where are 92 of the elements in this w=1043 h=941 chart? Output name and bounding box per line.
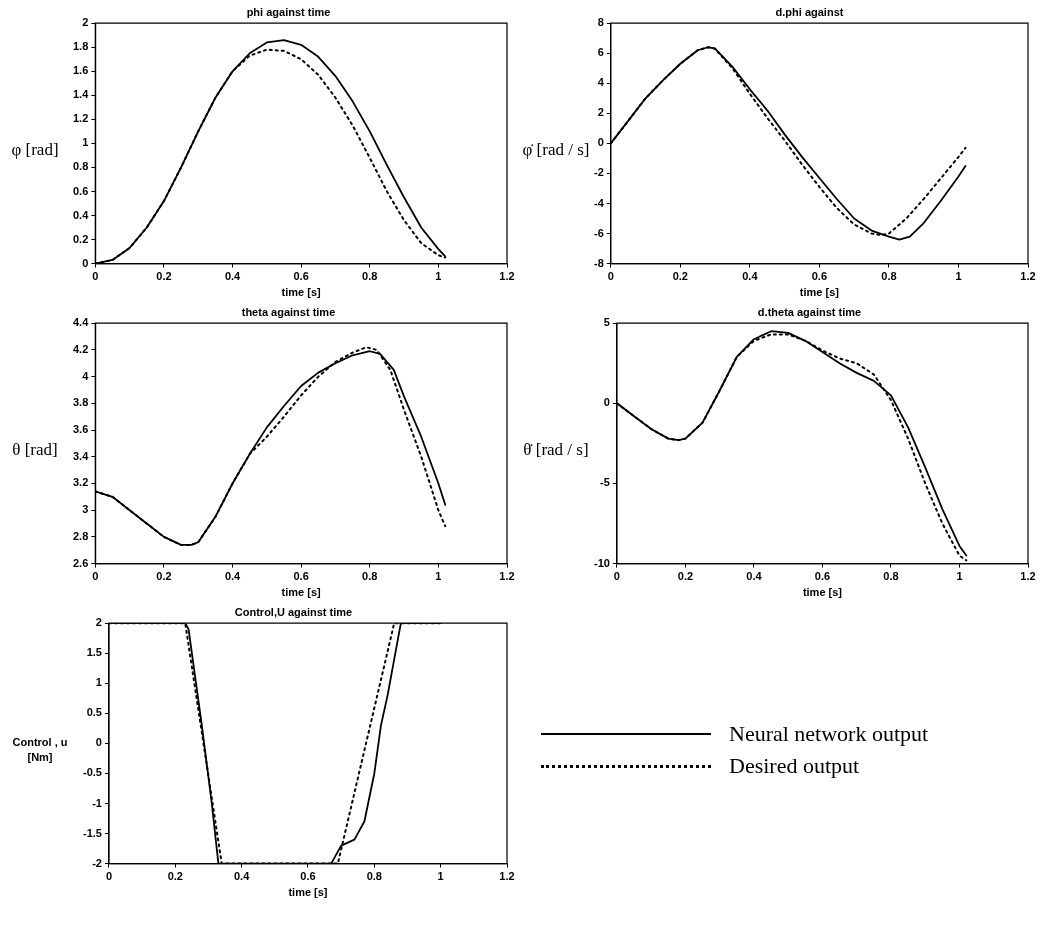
x-tick-label: 1.2 bbox=[1020, 570, 1036, 583]
y-tick-label: 0 bbox=[82, 256, 89, 269]
y-axis-title: θ [rad] bbox=[11, 439, 59, 462]
x-tick-label: 0.8 bbox=[362, 270, 378, 283]
y-tick-label: 1.8 bbox=[72, 40, 89, 53]
x-tick-label: 0.2 bbox=[156, 270, 172, 283]
x-tick-label: 0.6 bbox=[300, 870, 316, 883]
y-tick-label: 8 bbox=[597, 16, 604, 29]
x-tick-label: 1.2 bbox=[499, 870, 515, 883]
x-axis-title: time [s] bbox=[281, 286, 322, 299]
y-tick-label: 1 bbox=[82, 136, 89, 149]
chart-title: theta against time bbox=[241, 305, 336, 318]
x-tick-label: 0.6 bbox=[811, 270, 828, 283]
x-axis-title: time [s] bbox=[802, 586, 843, 599]
y-tick-label: -1 bbox=[92, 796, 102, 809]
y-tick-label: 0 bbox=[95, 736, 102, 749]
x-tick-label: 0.8 bbox=[366, 870, 382, 883]
y-tick-label: 2.6 bbox=[72, 556, 89, 569]
x-tick-label: 0.4 bbox=[746, 570, 763, 583]
chart-title: d.theta against time bbox=[757, 305, 862, 318]
y-tick-label: 2 bbox=[95, 616, 102, 629]
x-tick-label: 0.6 bbox=[293, 570, 309, 583]
y-tick-label: -0.5 bbox=[82, 766, 102, 779]
y-tick-label: 3.6 bbox=[72, 423, 89, 436]
x-tick-label: 0.8 bbox=[362, 570, 378, 583]
x-tick-label: 0.2 bbox=[156, 570, 172, 583]
x-tick-label: 0.8 bbox=[883, 570, 899, 583]
y-axis-title: Control , u [Nm] bbox=[11, 734, 69, 765]
y-tick-label: 4 bbox=[82, 369, 90, 382]
text: Neural network output bbox=[729, 721, 929, 747]
y-tick-label: 3 bbox=[82, 503, 89, 516]
y-tick-label: 1.2 bbox=[72, 112, 89, 125]
x-tick-label: 0.2 bbox=[672, 270, 688, 283]
x-tick-label: 0.6 bbox=[814, 570, 831, 583]
y-tick-label: 1 bbox=[95, 676, 102, 689]
x-tick-label: 0 bbox=[613, 570, 620, 583]
x-axis-title: time [s] bbox=[799, 286, 840, 299]
y-tick-label: 3.4 bbox=[72, 449, 90, 462]
x-axis-title: time [s] bbox=[288, 886, 328, 899]
y-tick-label: 4.4 bbox=[72, 316, 90, 329]
y-tick-label: -6 bbox=[594, 226, 604, 239]
x-tick-label: 0 bbox=[105, 870, 113, 883]
y-tick-label: -10 bbox=[593, 556, 610, 569]
x-tick-label: 0.6 bbox=[293, 270, 309, 283]
y-tick-label: 5 bbox=[603, 316, 610, 329]
x-tick-label: 0.2 bbox=[677, 570, 694, 583]
x-tick-label: 0.4 bbox=[233, 870, 251, 883]
x-tick-label: 0.2 bbox=[167, 870, 183, 883]
text: Desired output bbox=[729, 753, 860, 779]
y-tick-label: -4 bbox=[594, 196, 605, 209]
x-tick-label: 1 bbox=[437, 870, 444, 883]
x-tick-label: 1.2 bbox=[499, 270, 515, 283]
y-axis-title: φ [rad] bbox=[10, 139, 60, 162]
y-tick-label: 3.2 bbox=[72, 476, 89, 489]
x-tick-label: 0.8 bbox=[881, 270, 897, 283]
x-axis-title: time [s] bbox=[281, 586, 322, 599]
y-tick-label: 0.8 bbox=[72, 160, 89, 173]
x-tick-label: 0.4 bbox=[224, 570, 242, 583]
y-tick-label: 0 bbox=[597, 136, 604, 149]
y-tick-label: -1.5 bbox=[82, 826, 102, 839]
y-tick-label: 0.5 bbox=[86, 706, 102, 719]
y-axis-title: φ̇ [rad / s] bbox=[521, 139, 591, 162]
x-tick-label: 1.2 bbox=[1020, 270, 1036, 283]
y-tick-label: 3.8 bbox=[72, 396, 89, 409]
y-tick-label: -2 bbox=[92, 856, 102, 869]
x-tick-label: 1 bbox=[956, 570, 963, 583]
y-tick-label: 0 bbox=[603, 396, 610, 409]
x-tick-label: 1.2 bbox=[499, 570, 515, 583]
y-tick-label: 4.2 bbox=[72, 342, 89, 355]
y-tick-label: 1.4 bbox=[72, 88, 90, 101]
y-tick-label: 0.6 bbox=[72, 184, 89, 197]
x-tick-label: 1 bbox=[435, 270, 442, 283]
y-tick-label: 4 bbox=[597, 76, 605, 89]
y-tick-label: -8 bbox=[594, 256, 604, 269]
y-tick-label: 2.8 bbox=[72, 529, 89, 542]
y-tick-label: 6 bbox=[597, 46, 604, 59]
y-tick-label: -5 bbox=[600, 476, 610, 489]
x-tick-label: 1 bbox=[955, 270, 962, 283]
y-tick-label: 1.5 bbox=[86, 646, 102, 659]
x-tick-label: 0.4 bbox=[224, 270, 242, 283]
y-tick-label: 2 bbox=[82, 16, 89, 29]
y-tick-label: 0.4 bbox=[72, 208, 90, 221]
y-tick-label: 1.6 bbox=[72, 64, 89, 77]
y-tick-label: -2 bbox=[594, 166, 604, 179]
y-axis-title: θ̇ [rad / s] bbox=[522, 439, 590, 462]
x-tick-label: 1 bbox=[435, 570, 442, 583]
chart-title: d.phi against bbox=[775, 5, 844, 18]
y-tick-label: 2 bbox=[597, 106, 604, 119]
chart-title: Control,U against time bbox=[234, 605, 353, 618]
x-tick-label: 0.4 bbox=[742, 270, 759, 283]
y-tick-label: 0.2 bbox=[72, 232, 89, 245]
chart-title: phi against time bbox=[246, 5, 331, 18]
